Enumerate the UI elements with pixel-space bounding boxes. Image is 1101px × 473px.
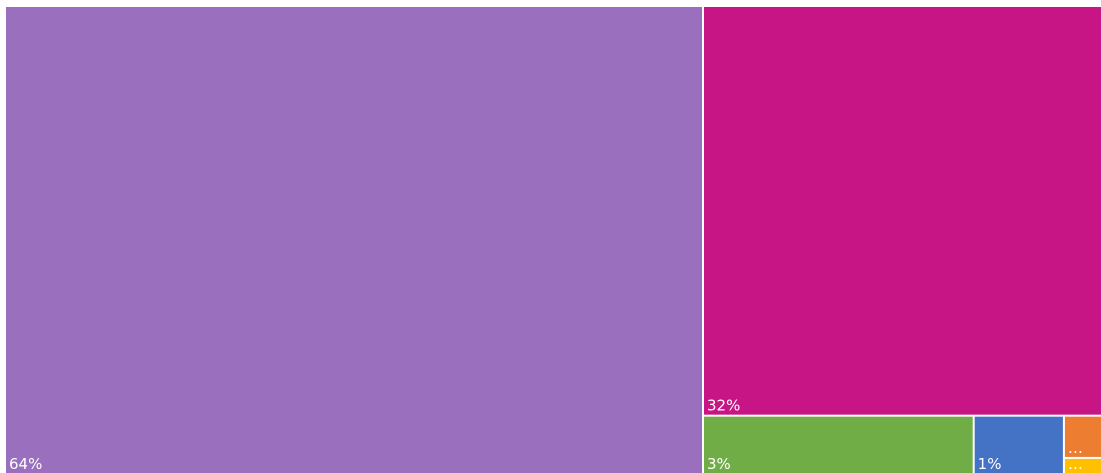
treemap-tile <box>1064 416 1101 457</box>
treemap-tile <box>6 7 703 473</box>
treemap-tile <box>704 416 973 473</box>
tile-label: 32% <box>707 397 740 415</box>
tile-label: 3% <box>707 455 731 473</box>
treemap-tile <box>704 7 1101 415</box>
treemap-tile <box>974 416 1063 473</box>
tile-label: … <box>1068 455 1083 473</box>
treemap-tile <box>1064 458 1101 473</box>
tile-label: 1% <box>978 455 1002 473</box>
tile-label: 64% <box>9 455 42 473</box>
tile-label: … <box>1068 439 1083 457</box>
